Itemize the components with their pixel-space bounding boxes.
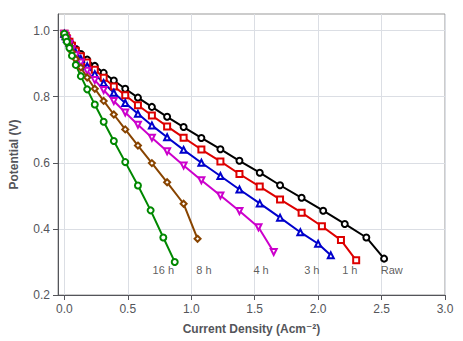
svg-text:3.0: 3.0 [437,302,454,316]
svg-text:1 h: 1 h [342,264,357,276]
svg-text:0.2: 0.2 [33,288,50,302]
svg-text:1.5: 1.5 [246,302,263,316]
svg-text:0.6: 0.6 [33,156,50,170]
svg-text:3 h: 3 h [304,264,319,276]
svg-text:8 h: 8 h [196,264,211,276]
svg-text:0.8: 0.8 [33,90,50,104]
svg-text:0.0: 0.0 [56,302,73,316]
svg-text:Potential (V): Potential (V) [7,119,21,189]
svg-text:0.5: 0.5 [119,302,136,316]
svg-text:2.5: 2.5 [373,302,390,316]
svg-text:2.0: 2.0 [310,302,327,316]
svg-text:1.0: 1.0 [183,302,200,316]
svg-text:1.0: 1.0 [33,24,50,38]
svg-text:Raw: Raw [381,264,403,276]
svg-text:Current Density (Acm⁻²): Current Density (Acm⁻²) [183,322,321,336]
svg-text:4 h: 4 h [253,264,268,276]
svg-text:16 h: 16 h [153,264,174,276]
svg-text:0.4: 0.4 [33,222,50,236]
